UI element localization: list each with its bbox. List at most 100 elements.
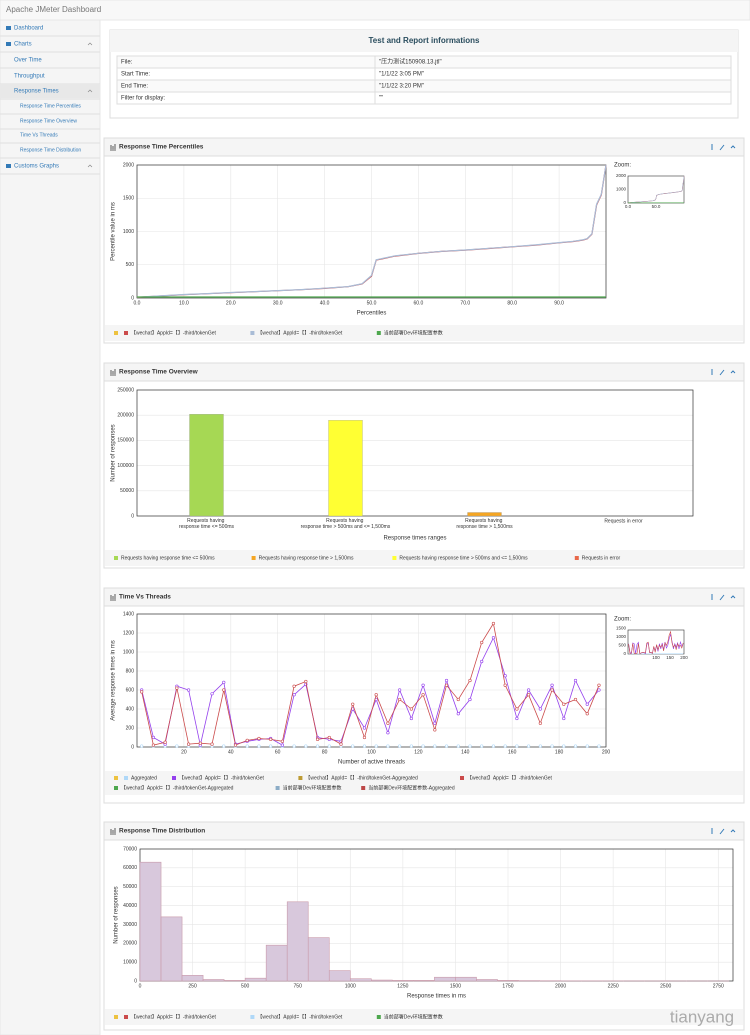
point: [491, 636, 496, 640]
point: [515, 744, 519, 748]
point: [480, 744, 484, 748]
point: [245, 744, 249, 748]
zoom-label: Zoom:: [614, 163, 631, 169]
zoom-x-tick: 150: [666, 655, 674, 660]
nav-link[interactable]: Customs Graphs: [14, 164, 59, 170]
nav-link[interactable]: Throughput: [14, 74, 45, 80]
panel-header: [103, 821, 745, 841]
chart-icon: [110, 369, 116, 376]
legend-swatch: [361, 786, 366, 790]
legend-bar: [105, 1009, 743, 1025]
info-cell: Start Time:: [121, 72, 150, 78]
y-axis-label: Average response times in ms: [111, 640, 117, 721]
nav-link[interactable]: Over Time: [14, 58, 42, 64]
nav-link[interactable]: Response Time Distribution: [20, 147, 81, 153]
zoom-x-tick: 0.0: [625, 204, 632, 209]
point: [315, 744, 320, 748]
histogram-bar: [286, 901, 309, 982]
y-tick-label: 10000: [123, 959, 137, 965]
point: [550, 688, 554, 692]
point: [468, 744, 472, 748]
point: [151, 743, 156, 747]
y-tick-label: 1000: [123, 649, 134, 655]
point: [515, 707, 519, 711]
point: [456, 744, 460, 748]
point: [386, 731, 390, 735]
x-tick-label: 10.0: [179, 300, 189, 306]
panel-header: [103, 137, 745, 157]
point: [433, 721, 437, 725]
histogram-bar: [244, 977, 267, 982]
chart-icon: [110, 144, 116, 151]
x-tick-label: 60: [275, 749, 281, 755]
point: [527, 693, 531, 697]
nav-link[interactable]: Charts: [14, 42, 32, 48]
point: [327, 744, 331, 748]
point: [327, 735, 331, 740]
active-item: [0, 84, 100, 98]
x-tick-label: 1500: [450, 983, 461, 989]
panel-title: Response Time Distribution: [119, 828, 205, 835]
legend-swatch: [298, 776, 303, 780]
legend-label: 当前部署Dev环境配置参数: [384, 329, 443, 336]
nav-link[interactable]: Response Time Percentiles: [20, 103, 81, 109]
legend-swatch: [114, 786, 118, 790]
y-tick-label: 500: [126, 262, 135, 268]
series-line: [141, 636, 600, 746]
nav-link[interactable]: Time Vs Threads: [20, 132, 58, 138]
panel-tool[interactable]: [730, 145, 736, 149]
panel: [103, 137, 745, 344]
point: [562, 716, 566, 721]
info-cell: File:: [121, 60, 133, 66]
nav-link[interactable]: Response Time Overview: [20, 118, 77, 124]
legend-swatch: [275, 786, 280, 790]
panel-tool[interactable]: [719, 369, 725, 376]
legend-swatch: [460, 776, 464, 780]
x-tick-label: 80: [322, 749, 328, 755]
panel-tool[interactable]: [719, 828, 725, 835]
point: [597, 744, 601, 748]
x-tick-label: 70.0: [460, 300, 470, 306]
x-tick-label: 30.0: [273, 300, 283, 306]
point: [538, 707, 542, 711]
zoom-x-tick: 50.0: [652, 204, 661, 209]
info-cell: Filter for display:: [121, 96, 165, 102]
point: [222, 744, 226, 748]
point: [468, 678, 472, 683]
panel-tool[interactable]: [719, 144, 725, 151]
legend-swatch: [114, 556, 118, 560]
brand[interactable]: Apache JMeter Dashboard: [6, 5, 101, 14]
point: [550, 683, 554, 687]
x-axis-label: Percentiles: [357, 311, 387, 317]
nav-link[interactable]: Response Times: [14, 89, 59, 95]
point: [597, 683, 601, 687]
point: [175, 686, 179, 690]
x-tick-label: 80.0: [507, 300, 517, 306]
y-tick-label: 200: [126, 725, 135, 731]
point: [421, 693, 425, 697]
y-tick-label: 0: [131, 513, 134, 519]
point: [374, 693, 378, 697]
nav-link[interactable]: Dashboard: [14, 26, 43, 32]
zoom-y-tick: 0: [623, 200, 626, 205]
zoom-y-tick: 500: [618, 643, 626, 648]
legend-label: 【wechat】AppId=【】-third/tokenGet-Aggregat…: [305, 775, 418, 781]
histogram-bar: [371, 979, 393, 982]
panel-tool[interactable]: [730, 829, 736, 833]
chevron: [87, 164, 93, 168]
x-tick-label: 20: [181, 749, 187, 755]
x-tick-label: Requests having response time > 1,500ms: [456, 518, 513, 530]
point: [210, 692, 214, 696]
legend-label: Requests having response time > 1,500ms: [259, 555, 354, 561]
point: [538, 744, 542, 748]
histogram-bar: [413, 980, 435, 982]
panel-tool[interactable]: [730, 595, 736, 599]
info-row: [116, 67, 732, 81]
panel-tool[interactable]: [719, 594, 725, 601]
panel-tool[interactable]: [730, 370, 736, 374]
legend-label: 当前部署Dev环境配置参数-Aggregated: [368, 784, 455, 791]
histogram-bar: [265, 944, 288, 982]
y-tick-label: 600: [126, 687, 135, 693]
point: [386, 744, 390, 748]
x-tick-label: 20.0: [226, 300, 236, 306]
